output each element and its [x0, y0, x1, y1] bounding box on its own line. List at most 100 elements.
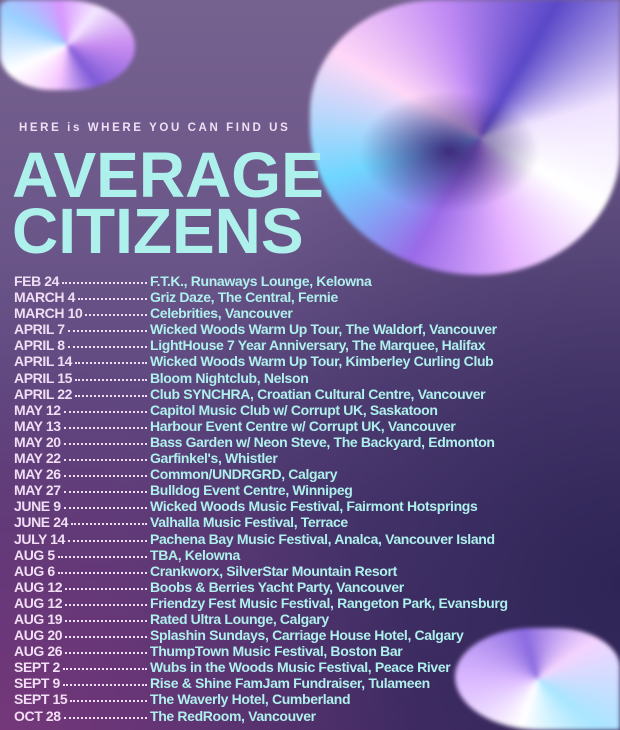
iridescent-shape-top-left: [0, 0, 135, 90]
tour-schedule: FEB 24 F.T.K., Runaways Lounge, Kelowna MA…: [14, 273, 614, 724]
date-label: MAY 22: [14, 450, 61, 467]
date-label: APRIL 14: [14, 353, 73, 370]
date-cell: MAY 26: [14, 466, 150, 482]
date-label: JUNE 24: [14, 514, 69, 531]
subtitle: HERE is WHERE YOU CAN FIND US: [19, 122, 291, 134]
venue-label: Pachena Bay Music Festival, Analca, Vanc…: [150, 530, 495, 547]
schedule-row: APRIL 15 Bloom Nightclub, Nelson: [14, 370, 614, 386]
date-cell: MARCH 10: [14, 305, 150, 321]
schedule-row: APRIL 7 Wicked Woods Warm Up Tour, The Wa…: [14, 321, 614, 337]
date-label: FEB 24: [14, 273, 60, 289]
dotted-leader: [63, 450, 147, 462]
date-label: MAY 13: [14, 417, 61, 434]
venue-label: Garfinkel's, Whistler: [150, 450, 278, 467]
date-label: MARCH 10: [14, 305, 83, 322]
schedule-row: MARCH 10 Celebrities, Vancouver: [14, 305, 614, 321]
venue-label: Bulldog Event Centre, Winnipeg: [150, 482, 353, 499]
date-cell: SEPT 2: [14, 659, 150, 675]
dotted-leader: [67, 321, 147, 333]
dotted-leader: [85, 305, 147, 317]
venue-label: Splashin Sundays, Carriage House Hotel, …: [150, 627, 464, 644]
date-cell: AUG 12: [14, 579, 150, 595]
date-label: AUG 12: [14, 594, 63, 611]
date-label: AUG 12: [14, 578, 63, 595]
date-cell: FEB 24: [14, 273, 150, 289]
date-cell: MAY 13: [14, 418, 150, 434]
dotted-leader: [57, 547, 147, 558]
dotted-leader: [63, 498, 147, 510]
venue-label: Rated Ultra Lounge, Calgary: [150, 610, 329, 627]
date-cell: MAY 27: [14, 482, 150, 498]
dotted-leader: [65, 627, 147, 639]
schedule-row: APRIL 14 Wicked Woods Warm Up Tour, Kimbe…: [14, 353, 614, 369]
date-cell: JULY 14: [14, 531, 150, 547]
venue-label: Wubs in the Woods Music Festival, Peace …: [150, 659, 451, 676]
schedule-row: APRIL 8 LightHouse 7 Year Anniversary, Th…: [14, 337, 614, 353]
date-cell: AUG 19: [14, 611, 150, 627]
dotted-leader: [63, 708, 147, 719]
title-line-1: AVERAGE: [12, 139, 324, 211]
date-cell: APRIL 15: [14, 370, 150, 386]
venue-label: Wicked Woods Music Festival, Fairmont Ho…: [150, 498, 478, 515]
date-cell: MAY 22: [14, 450, 150, 466]
dotted-leader: [62, 273, 147, 284]
date-label: APRIL 7: [14, 321, 65, 338]
date-label: SEPT 9: [14, 675, 60, 692]
dotted-leader: [62, 675, 147, 687]
date-label: APRIL 22: [14, 385, 73, 402]
schedule-row: MAY 27 Bulldog Event Centre, Winnipeg: [14, 482, 614, 498]
venue-label: Wicked Woods Warm Up Tour, The Waldorf, …: [150, 321, 497, 338]
venue-label: Griz Daze, The Central, Fernie: [150, 289, 338, 306]
venue-label: Club SYNCHRA, Croatian Cultural Centre, …: [150, 385, 486, 402]
date-cell: MAY 20: [14, 434, 150, 450]
schedule-row: AUG 12 Boobs & Berries Yacht Party, Vanco…: [14, 579, 614, 595]
dotted-leader: [75, 353, 147, 365]
schedule-row: JUNE 24 Valhalla Music Festival, Terrace: [14, 514, 614, 530]
date-label: SEPT 2: [14, 659, 60, 676]
date-label: MAY 12: [14, 401, 61, 418]
date-cell: AUG 12: [14, 595, 150, 611]
date-label: APRIL 15: [14, 369, 73, 386]
dotted-leader: [67, 531, 147, 542]
dotted-leader: [65, 579, 147, 590]
venue-label: Harbour Event Centre w/ Corrupt UK, Vanc…: [150, 417, 456, 434]
schedule-row: FEB 24 F.T.K., Runaways Lounge, Kelowna: [14, 273, 614, 289]
dotted-leader: [70, 691, 147, 703]
schedule-row: APRIL 22 Club SYNCHRA, Croatian Cultural …: [14, 386, 614, 402]
iridescent-shape-bottom-right: [455, 628, 620, 730]
venue-label: Boobs & Berries Yacht Party, Vancouver: [150, 578, 404, 595]
date-cell: JUNE 24: [14, 514, 150, 530]
dotted-leader: [71, 514, 147, 526]
schedule-row: MAY 22 Garfinkel's, Whistler: [14, 450, 614, 466]
schedule-row: JULY 14 Pachena Bay Music Festival, Analc…: [14, 531, 614, 547]
venue-label: F.T.K., Runaways Lounge, Kelowna: [150, 273, 372, 289]
schedule-row: AUG 5 TBA, Kelowna: [14, 547, 614, 563]
date-cell: JUNE 9: [14, 498, 150, 514]
schedule-row: AUG 12 Friendzy Fest Music Festival, Rang…: [14, 595, 614, 611]
dotted-leader: [63, 402, 147, 413]
dotted-leader: [65, 643, 147, 655]
date-label: MARCH 4: [14, 289, 75, 306]
schedule-row: MAY 26 Common/UNDRGRD, Calgary: [14, 466, 614, 482]
date-label: AUG 5: [14, 546, 55, 563]
date-label: AUG 6: [14, 562, 55, 579]
schedule-row: MAY 20 Bass Garden w/ Neon Steve, The Bac…: [14, 434, 614, 450]
date-cell: AUG 26: [14, 643, 150, 659]
schedule-row: SEPT 15 The Waverly Hotel, Cumberland: [14, 691, 614, 707]
dotted-leader: [75, 370, 147, 381]
schedule-row: MAY 13 Harbour Event Centre w/ Corrupt UK…: [14, 418, 614, 434]
dotted-leader: [75, 386, 147, 397]
schedule-row: JUNE 9 Wicked Woods Music Festival, Fairm…: [14, 498, 614, 514]
date-cell: AUG 6: [14, 563, 150, 579]
venue-label: Bass Garden w/ Neon Steve, The Backyard,…: [150, 433, 495, 450]
date-label: APRIL 8: [14, 337, 65, 354]
date-label: AUG 26: [14, 643, 63, 660]
venue-label: Crankworx, SilverStar Mountain Resort: [150, 562, 397, 579]
schedule-row: AUG 19 Rated Ultra Lounge, Calgary: [14, 611, 614, 627]
date-label: OCT 28: [14, 707, 61, 724]
iridescent-shape-top-right: [310, 0, 620, 275]
schedule-row: AUG 20 Splashin Sundays, Carriage House H…: [14, 627, 614, 643]
date-cell: OCT 28: [14, 708, 150, 724]
schedule-row: AUG 26 ThumpTown Music Festival, Boston B…: [14, 643, 614, 659]
dotted-leader: [63, 418, 147, 429]
